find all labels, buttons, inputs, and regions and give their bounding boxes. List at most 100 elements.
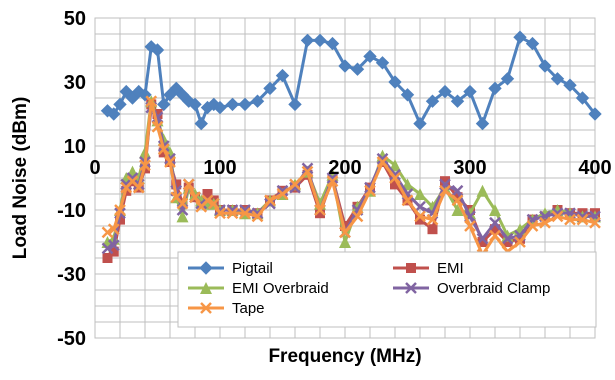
data-point-emi-overbraid xyxy=(339,236,351,248)
legend-label-emi: EMI xyxy=(437,260,464,277)
data-point-pigtail xyxy=(225,97,240,112)
data-point-tape-stroke xyxy=(170,191,183,204)
x-tick-label: 0 xyxy=(89,157,100,179)
series-group xyxy=(100,30,602,263)
data-point-tape xyxy=(514,236,526,248)
data-point-tape xyxy=(226,207,239,220)
data-point-emi xyxy=(108,246,119,257)
data-point-tape xyxy=(139,159,151,172)
data-point-overbraid-clamp-stroke xyxy=(326,172,339,184)
data-point-pigtail xyxy=(350,62,365,76)
data-point-pigtail xyxy=(325,36,340,51)
legend-label-emi-overbraid: EMI Overbraid xyxy=(232,280,329,297)
data-point-emi xyxy=(315,208,325,219)
y-tick-label: -50 xyxy=(57,328,86,350)
legend-label-pigtail: Pigtail xyxy=(232,260,273,277)
data-point-pigtail xyxy=(500,72,515,86)
data-point-tape-stroke xyxy=(351,210,364,223)
data-point-emi-overbraid xyxy=(476,184,489,197)
series-pigtail xyxy=(100,30,602,131)
data-point-tape xyxy=(426,213,439,226)
y-tick-label: 10 xyxy=(64,136,86,158)
data-point-pigtail xyxy=(525,36,540,51)
data-point-emi xyxy=(477,237,488,247)
x-tick-label: 200 xyxy=(328,157,361,179)
data-point-pigtail xyxy=(450,94,465,108)
x-tick-label: 100 xyxy=(203,157,236,179)
data-point-pigtail xyxy=(250,94,265,108)
data-point-pigtail xyxy=(238,97,252,112)
data-point-pigtail xyxy=(400,88,415,102)
data-point-tape xyxy=(145,95,158,108)
data-point-emi xyxy=(415,214,425,225)
data-point-pigtail xyxy=(363,49,377,64)
data-point-overbraid-clamp xyxy=(101,242,114,255)
data-point-tape xyxy=(132,181,145,194)
y-axis-label: Load Noise (dBm) xyxy=(10,97,31,260)
data-point-overbraid-clamp xyxy=(376,152,389,165)
data-point-tape-stroke xyxy=(214,207,226,220)
data-point-tape-stroke xyxy=(151,120,164,133)
data-point-pigtail xyxy=(263,81,277,96)
data-point-tape xyxy=(339,226,351,239)
data-point-overbraid-clamp xyxy=(501,232,514,245)
data-point-tape xyxy=(176,197,189,210)
data-point-overbraid-clamp xyxy=(489,216,501,229)
data-point-tape-stroke xyxy=(239,207,251,220)
data-point-tape xyxy=(576,213,589,226)
data-point-tape-stroke xyxy=(514,236,526,248)
data-point-emi xyxy=(152,109,163,119)
data-point-overbraid-clamp-stroke xyxy=(389,168,401,181)
data-point-tape-stroke xyxy=(326,175,339,188)
data-point-tape-stroke xyxy=(139,159,151,172)
data-point-tape-stroke xyxy=(164,156,176,168)
data-point-tape-stroke xyxy=(126,175,139,188)
data-point-tape-stroke xyxy=(176,197,189,210)
legend-marker-tape-stroke xyxy=(200,302,212,314)
data-point-tape-stroke xyxy=(426,213,439,226)
data-point-tape-stroke xyxy=(201,194,214,207)
data-point-overbraid-clamp xyxy=(107,239,120,252)
x-axis-ticks: 0 100 200 300 400 xyxy=(89,157,611,179)
x-tick-label: 400 xyxy=(578,157,611,179)
y-tick-label: -10 xyxy=(57,200,86,222)
data-point-tape-stroke xyxy=(226,207,239,220)
data-point-tape-stroke xyxy=(589,216,601,229)
data-point-tape-stroke xyxy=(157,143,170,156)
data-point-overbraid-clamp-stroke xyxy=(214,204,226,216)
data-point-tape xyxy=(289,178,301,191)
data-point-pigtail xyxy=(113,97,127,112)
data-point-pigtail xyxy=(150,43,165,57)
data-point-pigtail xyxy=(463,84,477,99)
data-point-overbraid-clamp xyxy=(289,181,301,194)
data-point-emi-overbraid xyxy=(489,204,501,216)
data-point-overbraid-clamp-stroke xyxy=(501,232,514,245)
data-point-tape-stroke xyxy=(264,194,276,207)
data-point-emi xyxy=(440,176,450,187)
data-point-overbraid-clamp-stroke xyxy=(195,197,208,210)
data-point-emi xyxy=(427,224,438,235)
data-point-tape-stroke xyxy=(539,216,551,229)
data-point-overbraid-clamp xyxy=(301,162,314,175)
data-point-tape xyxy=(189,191,201,204)
data-point-tape xyxy=(351,210,364,223)
data-point-emi-overbraid xyxy=(176,210,189,223)
data-point-tape-stroke xyxy=(451,194,464,207)
data-point-pigtail xyxy=(313,33,327,48)
data-point-tape xyxy=(207,197,220,210)
data-point-tape-stroke xyxy=(464,220,476,232)
data-point-tape xyxy=(276,188,289,200)
data-point-tape xyxy=(539,216,551,229)
legend: Pigtail EMI EMI Overbraid Overbraid Clamp Ta… xyxy=(177,251,597,328)
data-point-pigtail xyxy=(388,75,402,89)
data-point-tape xyxy=(114,204,126,216)
data-point-pigtail xyxy=(157,97,171,112)
data-point-tape xyxy=(314,204,326,216)
data-point-tape-stroke xyxy=(526,220,539,232)
data-point-emi xyxy=(452,192,463,203)
data-point-tape xyxy=(151,120,164,133)
data-point-tape xyxy=(401,194,414,207)
y-tick-label: 30 xyxy=(64,72,86,94)
data-point-emi xyxy=(502,237,513,247)
data-point-tape-stroke xyxy=(114,204,126,216)
